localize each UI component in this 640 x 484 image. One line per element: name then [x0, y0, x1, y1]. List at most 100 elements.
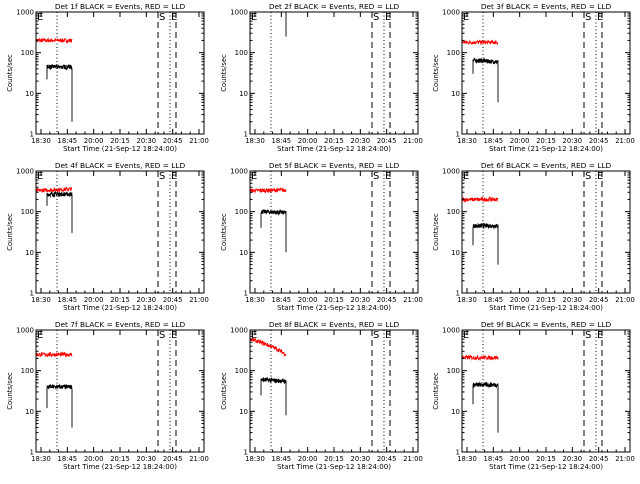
y-axis: 1 10 100 1000: [442, 9, 630, 139]
x-tick-label: 20:30: [563, 296, 583, 304]
event-marker-label: S: [373, 12, 379, 23]
x-tick-label: 18:45: [484, 137, 504, 145]
x-tick-label: 20:45: [163, 296, 183, 304]
x-axis: 18:30 18:45 20:00 20:15 20:30 20:45 21:00: [245, 12, 423, 145]
x-tick-label: 20:00: [298, 137, 318, 145]
x-axis: 18:30 18:45 20:00 20:15 20:30 20:45 21:00: [31, 12, 209, 145]
x-tick-label: 20:45: [589, 296, 609, 304]
x-tick-label: 18:30: [31, 137, 51, 145]
x-tick-label: 18:30: [31, 296, 51, 304]
x-axis-label: Start Time (21-Sep-12 18:24:00): [489, 304, 603, 312]
x-tick-label: 20:00: [510, 296, 530, 304]
x-tick-label: 20:45: [377, 455, 397, 463]
plot-frame: [249, 11, 419, 135]
y-tick-label: 1000: [230, 9, 248, 17]
y-tick-label: 100: [447, 208, 460, 216]
series-events: [46, 383, 73, 428]
x-axis: 18:30 18:45 20:00 20:15 20:30 20:45 21:00: [31, 330, 209, 463]
x-tick-label: 20:15: [324, 137, 344, 145]
x-tick-label: 21:00: [189, 137, 209, 145]
event-marker-label: E: [385, 171, 391, 182]
y-tick-label: 1: [30, 449, 34, 457]
x-tick-label: 21:00: [615, 455, 635, 463]
series-events: [472, 381, 499, 433]
x-tick-label: 18:30: [457, 296, 477, 304]
x-tick-label: 20:15: [110, 137, 130, 145]
x-tick-label: 21:00: [615, 296, 635, 304]
plot-frame: [461, 11, 631, 135]
y-tick-label: 1: [244, 290, 248, 298]
y-tick-label: 10: [239, 408, 248, 416]
x-tick-label: 18:30: [457, 137, 477, 145]
x-tick-label: 20:30: [137, 137, 157, 145]
x-tick-label: 20:45: [589, 455, 609, 463]
y-tick-label: 10: [451, 249, 460, 257]
event-marker-label: E: [463, 12, 469, 23]
y-tick-label: 10: [25, 249, 34, 257]
event-marker-label: S: [159, 12, 165, 23]
y-axis: 1 10 100 1000: [230, 9, 418, 139]
y-tick-label: 100: [235, 367, 248, 375]
x-tick-label: 20:30: [351, 137, 371, 145]
event-marker-label: E: [37, 12, 43, 23]
series-lld: [250, 336, 287, 357]
x-tick-label: 20:00: [298, 296, 318, 304]
x-tick-label: 18:30: [245, 455, 265, 463]
event-marker-label: E: [463, 330, 469, 341]
y-tick-label: 10: [25, 90, 34, 98]
y-tick-label: 10: [25, 408, 34, 416]
y-axis-label: Counts/sec: [432, 372, 440, 410]
series-events: [260, 208, 287, 253]
x-tick-label: 20:00: [510, 137, 530, 145]
x-axis-label: Start Time (21-Sep-12 18:24:00): [63, 145, 177, 153]
series-lld: [250, 187, 287, 194]
y-axis: 1 10 100 1000: [442, 168, 630, 298]
x-tick-label: 20:15: [536, 296, 556, 304]
x-tick-label: 20:45: [163, 137, 183, 145]
x-tick-label: 18:45: [58, 137, 78, 145]
y-tick-label: 100: [21, 49, 34, 57]
event-marker-label: S: [159, 171, 165, 182]
y-axis: 1 10 100 1000: [16, 9, 204, 139]
y-tick-label: 1000: [16, 9, 34, 17]
y-axis-label: Counts/sec: [6, 213, 14, 251]
x-tick-label: 20:00: [84, 137, 104, 145]
x-tick-label: 20:00: [298, 455, 318, 463]
event-marker-label: S: [159, 330, 165, 341]
x-axis: 18:30 18:45 20:00 20:15 20:30 20:45 21:00: [245, 171, 423, 304]
x-tick-label: 20:45: [589, 137, 609, 145]
x-axis-label: Start Time (21-Sep-12 18:24:00): [489, 145, 603, 153]
event-marker-label: E: [385, 330, 391, 341]
x-tick-label: 20:15: [324, 296, 344, 304]
y-tick-label: 100: [447, 49, 460, 57]
chart-title: Det 7f BLACK = Events, RED = LLD: [55, 320, 186, 329]
series-events: [472, 222, 499, 265]
x-tick-label: 21:00: [403, 137, 423, 145]
series-events: [46, 191, 73, 233]
event-marker-label: E: [171, 171, 177, 182]
x-tick-label: 20:15: [536, 455, 556, 463]
y-tick-label: 100: [21, 208, 34, 216]
chart-title: Det 9f BLACK = Events, RED = LLD: [481, 320, 612, 329]
x-tick-label: 21:00: [615, 137, 635, 145]
event-marker-label: E: [37, 330, 43, 341]
event-marker-label: E: [37, 171, 43, 182]
x-tick-label: 20:30: [563, 455, 583, 463]
y-tick-label: 1000: [16, 168, 34, 176]
x-tick-label: 20:00: [510, 455, 530, 463]
y-axis-label: Counts/sec: [220, 213, 228, 251]
y-tick-label: 1: [456, 449, 460, 457]
event-marker-label: E: [251, 171, 257, 182]
x-tick-label: 20:15: [536, 137, 556, 145]
plot-frame: [461, 170, 631, 294]
